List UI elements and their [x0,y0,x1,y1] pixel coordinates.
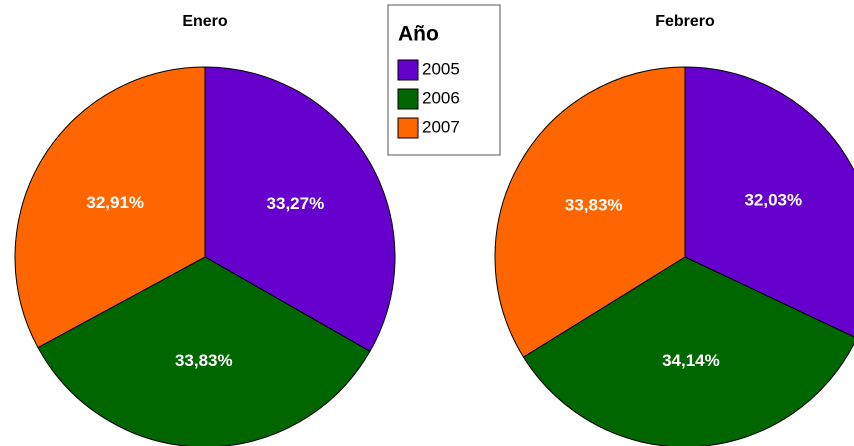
value-label: 33,83% [175,351,233,370]
chart-title: Enero [182,13,228,30]
pie-slice [14,66,206,349]
value-label: 33,27% [267,194,325,213]
legend-swatch [397,117,419,139]
pie-slice [494,66,686,358]
legend-label: 2007 [422,117,460,136]
value-label: 33,83% [565,196,623,215]
value-label: 32,03% [744,191,802,210]
pie-slice [684,66,854,338]
pie-slice [37,256,371,446]
value-label: 32,91% [86,193,144,212]
pie-slice [522,256,854,446]
chart-title: Febrero [655,13,715,30]
legend-swatch [397,88,419,110]
legend-label: 2005 [422,59,460,78]
legend-swatch [397,59,419,81]
legend-title: Año [398,23,439,46]
legend-label: 2006 [422,88,460,107]
pie-slice [204,66,396,352]
value-label: 34,14% [662,351,720,370]
